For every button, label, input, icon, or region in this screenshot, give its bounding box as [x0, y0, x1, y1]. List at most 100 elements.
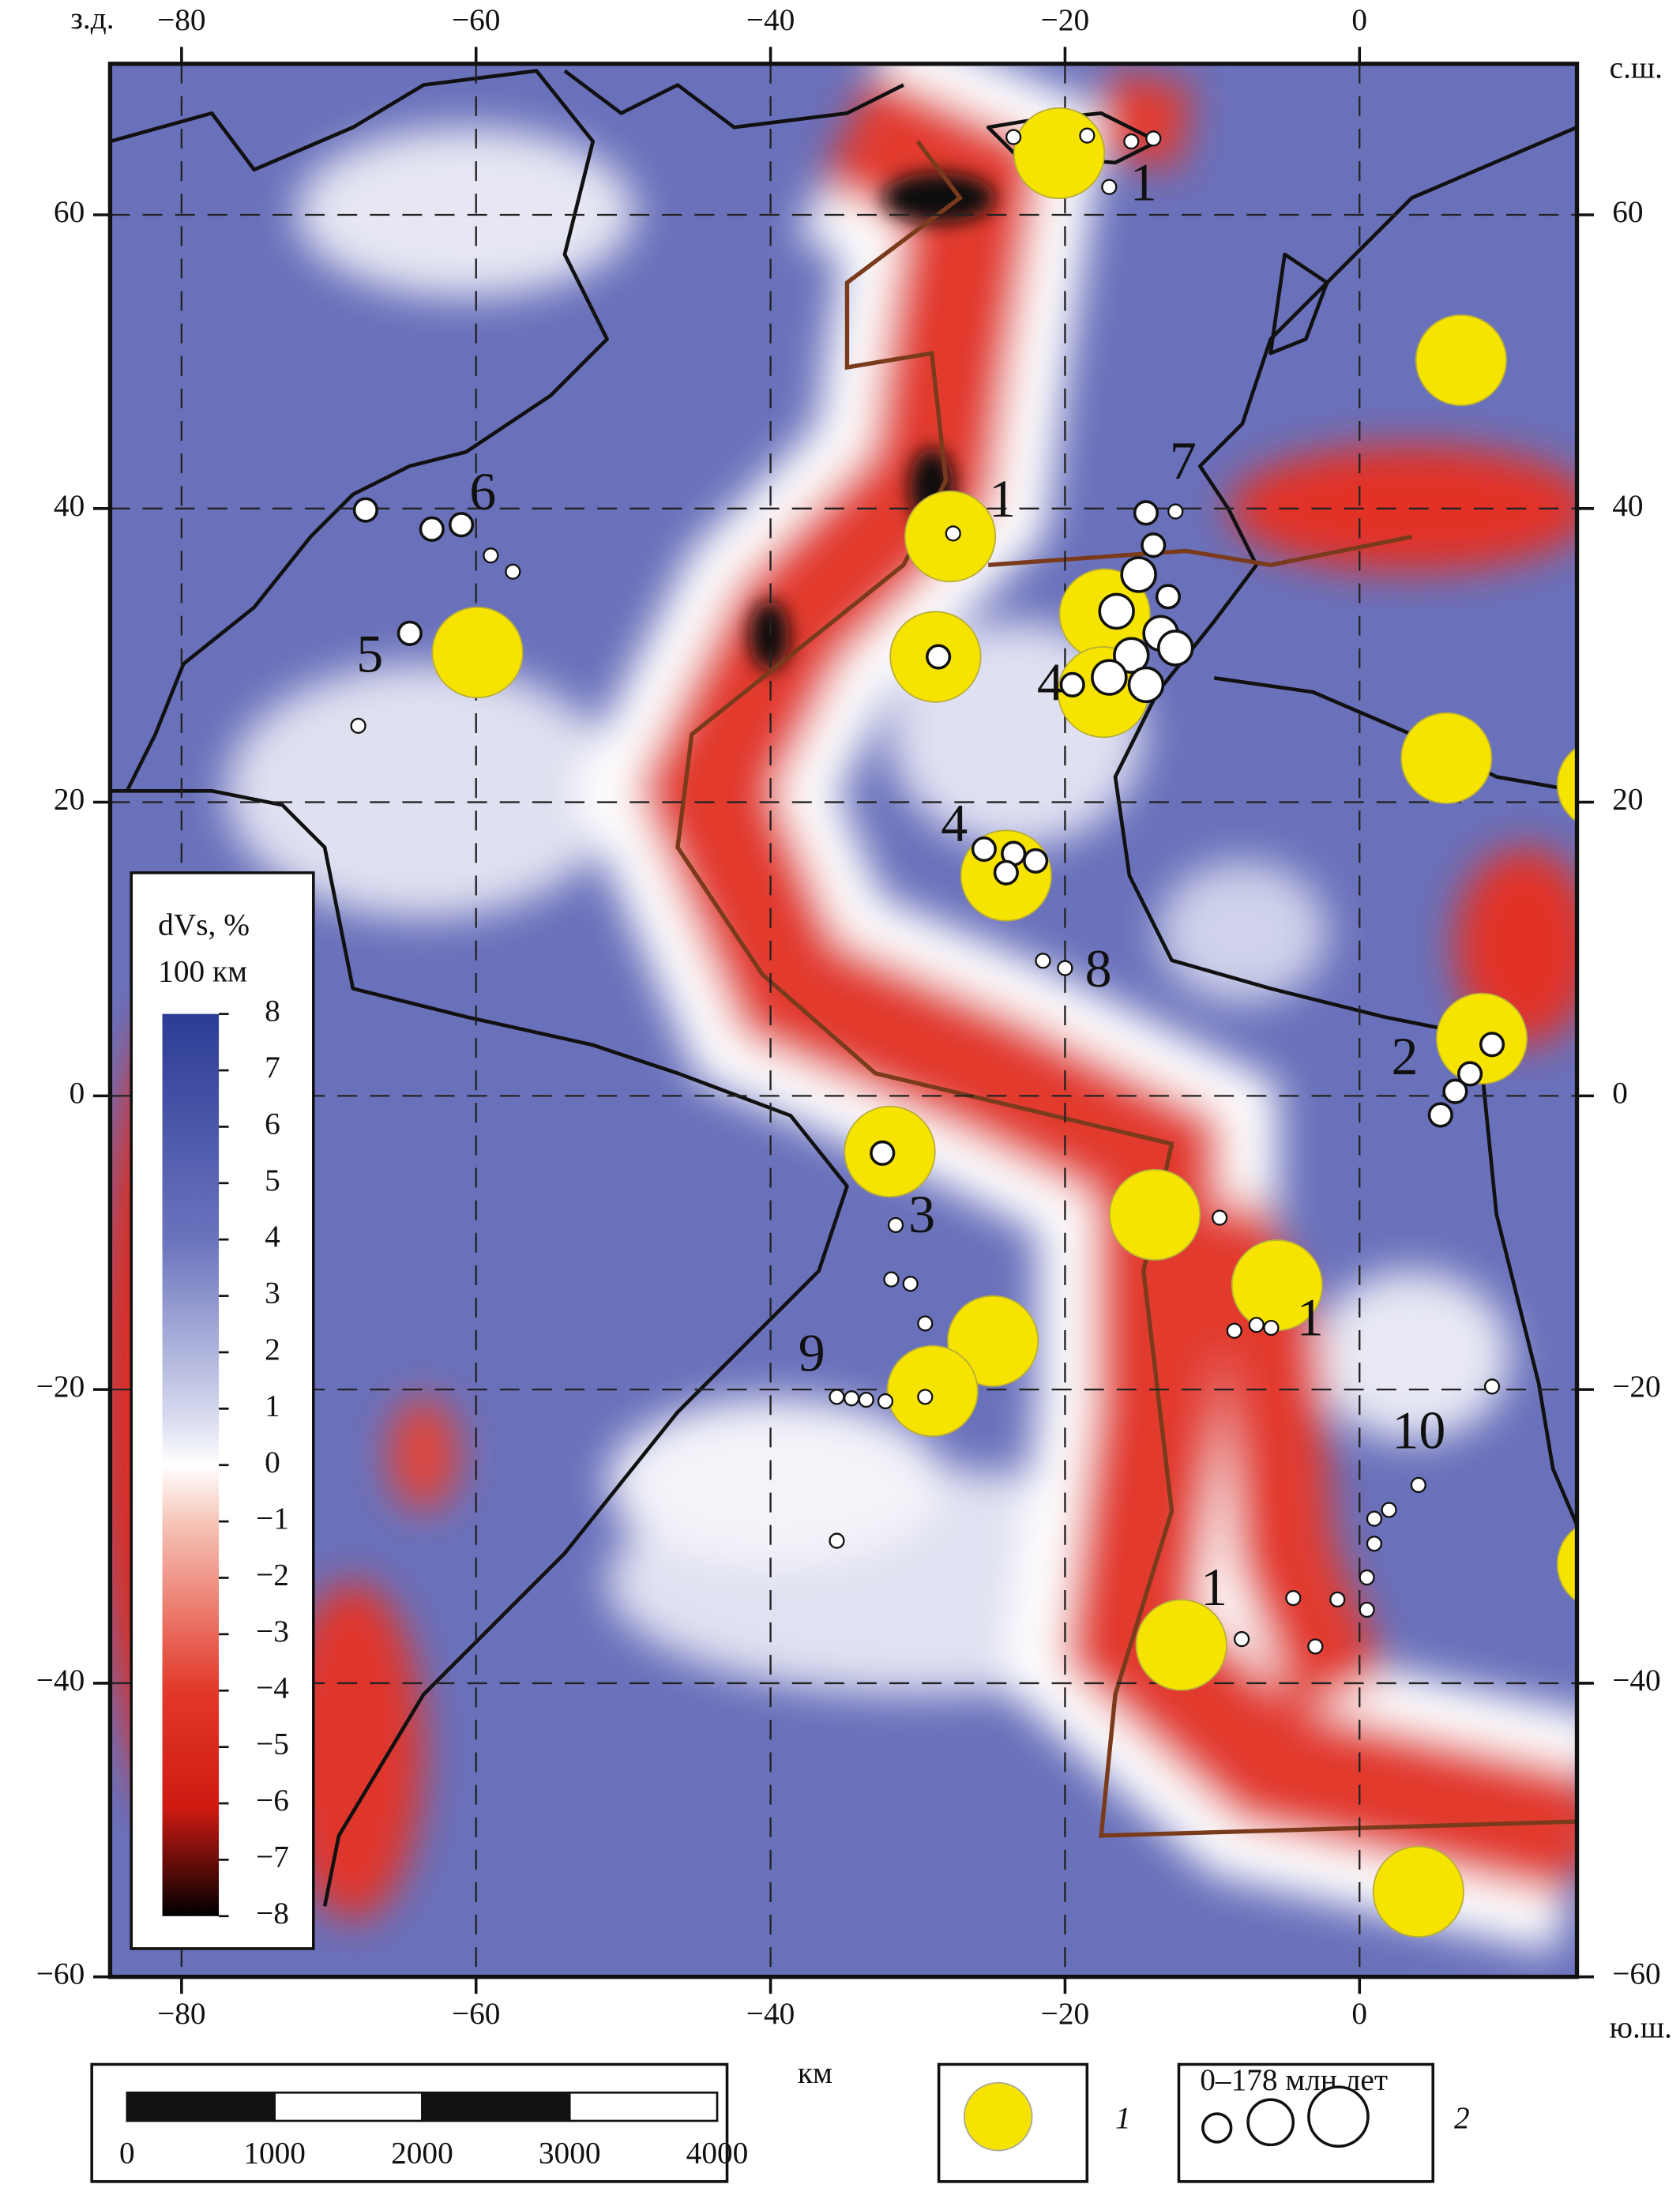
volcanic-center [1234, 1631, 1250, 1648]
colorbar-title: dVs, % [158, 908, 250, 942]
lon-label-bottom: −40 [746, 1996, 795, 2031]
volcanic-center [1410, 1476, 1426, 1494]
colorbar-tick-label: −2 [256, 1558, 289, 1592]
volcanic-center [1307, 1638, 1324, 1655]
scale-label: 2000 [391, 2136, 453, 2171]
lon-label-bottom: 0 [1351, 1996, 1367, 2031]
colorbar-scale [162, 1013, 220, 1916]
hotspot [946, 1295, 1039, 1387]
lat-label-left: 40 [54, 488, 85, 523]
colorbar-tick-label: 8 [265, 994, 280, 1028]
volcanic-center [993, 859, 1019, 885]
volcanic-center [1359, 1601, 1375, 1618]
volcanic-center [925, 644, 952, 670]
scale-bar: км 0 1000 2000 3000 4000 [90, 2055, 832, 2183]
volcanic-center [945, 525, 961, 542]
colorbar-tick-label: 5 [265, 1163, 280, 1197]
volcanic-center [1035, 953, 1051, 969]
corner-west: з.д. [70, 1, 114, 36]
hotspot [1556, 1526, 1577, 1603]
volcanic-center [1156, 630, 1194, 667]
region-label: 10 [1392, 1400, 1445, 1461]
lat-label-right: −60 [1612, 1957, 1660, 1991]
volcanic-center [1005, 129, 1022, 145]
volcanic-center [829, 1532, 845, 1549]
volcanic-center [1366, 1536, 1383, 1552]
lon-label-bottom: −20 [1041, 1996, 1089, 2031]
corner-north: с.ш. [1610, 51, 1663, 85]
legend: 1 0–178 млн лет 2 [937, 2062, 1470, 2183]
region-label: 5 [356, 624, 383, 684]
colorbar-tick-label: −5 [256, 1727, 289, 1761]
volcanic-center [902, 1276, 919, 1292]
volcanic-center [1381, 1502, 1397, 1518]
volcanic-center [448, 512, 475, 538]
lon-label-top: −80 [157, 2, 205, 37]
volcanic-center [1101, 179, 1118, 195]
volcanic-center [870, 1140, 896, 1166]
region-label: 1 [1201, 1557, 1227, 1617]
colorbar-tick-label: 7 [265, 1050, 280, 1085]
lat-label-left: −40 [36, 1663, 85, 1697]
volcanic-center [1456, 1061, 1483, 1087]
volcanic-center [350, 717, 366, 735]
volcanic-center [883, 1271, 900, 1288]
volcanic-center [843, 1390, 860, 1407]
colorbar-tick-label: −3 [256, 1614, 289, 1648]
volcanic-center [419, 516, 445, 542]
volcanic-center [1057, 960, 1073, 976]
scale-segment [126, 2091, 276, 2122]
volcanic-center [352, 497, 378, 523]
volcanic-center [1091, 659, 1128, 696]
colorbar: dVs, % 100 км 8 7 6 5 4 3 2 1 0 −1 −2 −3 −4 −5 −6 −7 −8 [130, 871, 315, 1950]
volcanic-center [505, 563, 521, 580]
colorbar-tick-label: −8 [256, 1896, 289, 1930]
volcanic-center [1113, 637, 1150, 674]
hotspot [1400, 712, 1493, 804]
region-label: 1 [1297, 1288, 1324, 1348]
lat-label-right: 0 [1612, 1075, 1628, 1110]
volcanic-center [1133, 500, 1159, 526]
volcanic-center [1479, 1032, 1505, 1058]
hotspot [1415, 314, 1507, 407]
volcanic-center [1059, 671, 1085, 697]
volcanic-center [917, 1315, 934, 1332]
scale-segment [421, 2091, 571, 2122]
lat-label-right: −20 [1612, 1369, 1660, 1404]
legend-hotspot-label: 1 [1115, 2100, 1131, 2135]
lon-label-top: −20 [1041, 2, 1089, 37]
colorbar-tick-label: −1 [256, 1501, 289, 1536]
colorbar-tick-label: 2 [265, 1332, 280, 1367]
colorbar-tick-label: 1 [265, 1388, 280, 1423]
colorbar-tick-label: −6 [256, 1783, 289, 1818]
volcanic-center [1098, 592, 1135, 630]
colorbar-tick-label: 6 [265, 1106, 280, 1141]
region-label: 9 [799, 1322, 825, 1382]
scale-segment [568, 2091, 719, 2122]
scale-unit: км [798, 2055, 832, 2090]
volcanic-center [397, 620, 423, 646]
volcanic-center [887, 1216, 904, 1234]
region-label: 6 [469, 461, 496, 521]
volcanic-center [1141, 532, 1167, 558]
corner-south: ю.ш. [1610, 2010, 1672, 2045]
volcanic-center [1427, 1102, 1453, 1128]
volcanic-center [1248, 1317, 1265, 1333]
scale-label: 3000 [539, 2136, 601, 2171]
volcanic-center [1127, 666, 1165, 704]
lat-label-right: 20 [1612, 782, 1643, 817]
legend-volcanic-label: 2 [1454, 2100, 1470, 2135]
volcanic-center [1023, 848, 1049, 874]
volcanic-center [1145, 130, 1162, 147]
region-label: 7 [1170, 430, 1197, 491]
hotspot [1372, 1845, 1464, 1938]
volcanic-center [1167, 503, 1184, 520]
legend-volcanic-large [1307, 2085, 1370, 2148]
lon-label-top: −40 [746, 2, 795, 37]
volcanic-center [1285, 1589, 1302, 1607]
volcanic-center [1155, 584, 1181, 610]
lon-label-top: −60 [452, 2, 500, 37]
